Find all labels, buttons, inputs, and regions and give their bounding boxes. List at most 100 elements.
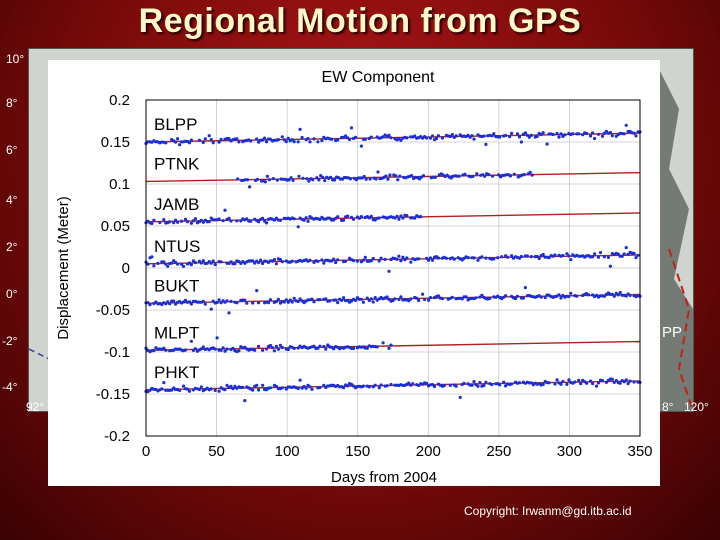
data-point-jamb — [369, 214, 373, 218]
data-point-blpp — [178, 143, 182, 147]
data-point-bukt — [290, 300, 294, 304]
data-point-blpp — [217, 140, 221, 144]
data-point-blpp — [211, 141, 215, 145]
station-label-ntus: NTUS — [154, 237, 200, 256]
data-point-phkt — [610, 377, 614, 381]
data-point-bukt — [557, 293, 561, 297]
data-point-phkt — [217, 389, 221, 393]
data-point-bukt — [464, 295, 468, 299]
lat-label: 6° — [6, 143, 18, 157]
data-point-bukt — [393, 297, 397, 301]
data-point-ntus — [253, 261, 257, 265]
data-point-ptnk — [410, 174, 414, 178]
data-point-bukt — [543, 296, 547, 300]
data-point-jamb — [304, 216, 308, 220]
lon-label: 92° — [26, 400, 45, 414]
data-point-bukt — [183, 298, 188, 302]
data-point-bukt — [168, 302, 172, 306]
data-point-phkt — [476, 384, 480, 388]
data-point-phkt — [498, 383, 502, 387]
data-point-ntus — [150, 255, 154, 259]
data-point-ptnk — [265, 174, 269, 178]
data-point-phkt — [257, 388, 261, 392]
data-point-ntus — [170, 261, 174, 265]
data-point-bukt — [450, 295, 454, 299]
data-point-mlpt — [219, 348, 223, 352]
data-point-ptnk — [421, 174, 426, 178]
data-point-phkt — [223, 388, 227, 392]
data-point-blpp — [472, 137, 476, 141]
data-point-ntus — [553, 253, 557, 257]
data-point-phkt — [304, 386, 308, 390]
data-point-jamb — [239, 219, 243, 223]
data-point-ntus — [189, 263, 193, 267]
station-label-bukt: BUKT — [154, 276, 199, 295]
data-point-mlpt — [253, 348, 257, 352]
x-axis-label: Days from 2004 — [331, 469, 437, 486]
lat-label: 10° — [6, 52, 25, 66]
data-point-blpp — [634, 134, 638, 138]
x-tick-label: 200 — [416, 443, 441, 460]
data-point-blpp — [399, 138, 403, 142]
data-point-bukt — [436, 294, 440, 298]
data-point-jamb — [152, 218, 156, 222]
data-point-bukt — [274, 299, 278, 304]
data-point-blpp — [563, 133, 567, 137]
x-tick-labels: 0 50 100 150 200 250 300 350 — [142, 443, 653, 460]
y-tick-label: -0.1 — [104, 344, 130, 361]
data-point-phkt — [632, 380, 636, 384]
data-point-ptnk — [289, 176, 293, 180]
data-point-bukt — [423, 297, 427, 302]
data-point-bukt — [399, 295, 403, 299]
data-point-jamb — [261, 216, 265, 220]
station-label-blpp: BLPP — [154, 115, 197, 134]
data-point-bukt — [421, 292, 425, 296]
data-point-mlpt — [316, 346, 320, 350]
data-point-phkt — [504, 384, 508, 388]
data-point-ntus — [500, 255, 504, 259]
data-point-phkt — [197, 387, 201, 392]
data-point-ptnk — [321, 175, 325, 179]
data-point-bukt — [415, 296, 419, 300]
data-point-phkt — [594, 384, 599, 388]
data-point-mlpt — [231, 346, 235, 350]
data-point-bukt — [567, 294, 571, 299]
data-point-phkt — [229, 384, 233, 388]
data-point-jamb — [229, 219, 233, 223]
data-point-ptnk — [275, 178, 279, 182]
data-point-ntus — [567, 254, 571, 258]
data-point-ntus — [162, 260, 166, 264]
data-point-ptnk — [386, 177, 390, 181]
data-point-blpp — [264, 140, 269, 144]
data-point-jamb — [168, 220, 172, 224]
data-point-blpp — [349, 126, 354, 130]
data-point-ptnk — [522, 173, 526, 177]
data-point-jamb — [176, 220, 180, 224]
data-point-ptnk — [530, 173, 534, 177]
data-point-blpp — [263, 136, 267, 140]
data-point-blpp — [330, 137, 334, 141]
data-point-ntus — [591, 255, 595, 259]
data-point-blpp — [608, 130, 613, 135]
data-point-ptnk — [374, 177, 378, 181]
data-point-blpp — [551, 132, 555, 137]
data-point-blpp — [389, 136, 393, 140]
data-point-phkt — [614, 379, 618, 383]
data-point-phkt — [622, 380, 626, 384]
data-point-bukt — [334, 298, 338, 302]
data-point-ntus — [261, 261, 265, 266]
data-point-bukt — [172, 299, 176, 303]
data-point-bukt — [219, 301, 223, 305]
data-point-phkt — [268, 386, 273, 390]
data-point-phkt — [490, 382, 494, 387]
data-point-mlpt — [332, 347, 336, 351]
data-point-blpp — [353, 135, 358, 139]
data-point-ntus — [166, 264, 170, 268]
data-point-phkt — [442, 383, 446, 388]
data-point-bukt — [276, 297, 280, 301]
plot-frame — [145, 99, 641, 437]
data-point-phkt — [367, 385, 371, 389]
data-point-jamb — [377, 216, 381, 220]
data-point-mlpt — [312, 344, 316, 348]
data-point-ptnk — [364, 177, 368, 181]
